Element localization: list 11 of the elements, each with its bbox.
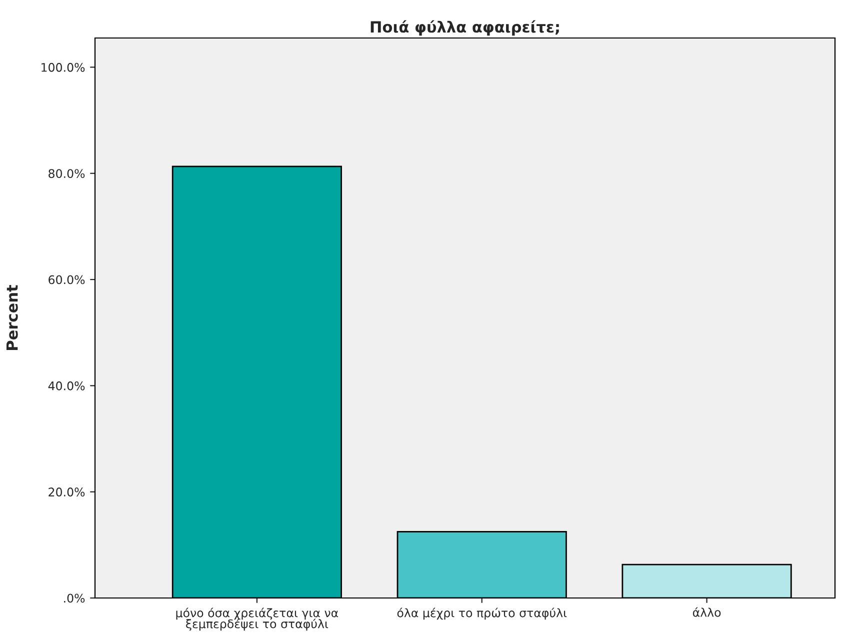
y-tick-label: 40.0% xyxy=(48,381,85,390)
chart-title: Ποιά φύλλα αφαιρείτε; xyxy=(370,20,559,36)
y-tick-label: 80.0% xyxy=(48,169,85,178)
y-tick-label: 20.0% xyxy=(48,488,85,496)
x-tick-label: μόνο όσα χρειάζεται για να ξεμπερδέψει το σταφύλι xyxy=(176,608,338,631)
y-tick-label: 60.0% xyxy=(48,275,85,284)
y-axis-title: Percent xyxy=(6,285,18,350)
y-tick-label: 100.0% xyxy=(42,62,85,72)
y-tick-label: .0% xyxy=(64,594,85,603)
x-tick-label: όλα μέχρι το πρώτο σταφύλι xyxy=(397,608,567,620)
x-tick-label: άλλο xyxy=(692,607,721,617)
